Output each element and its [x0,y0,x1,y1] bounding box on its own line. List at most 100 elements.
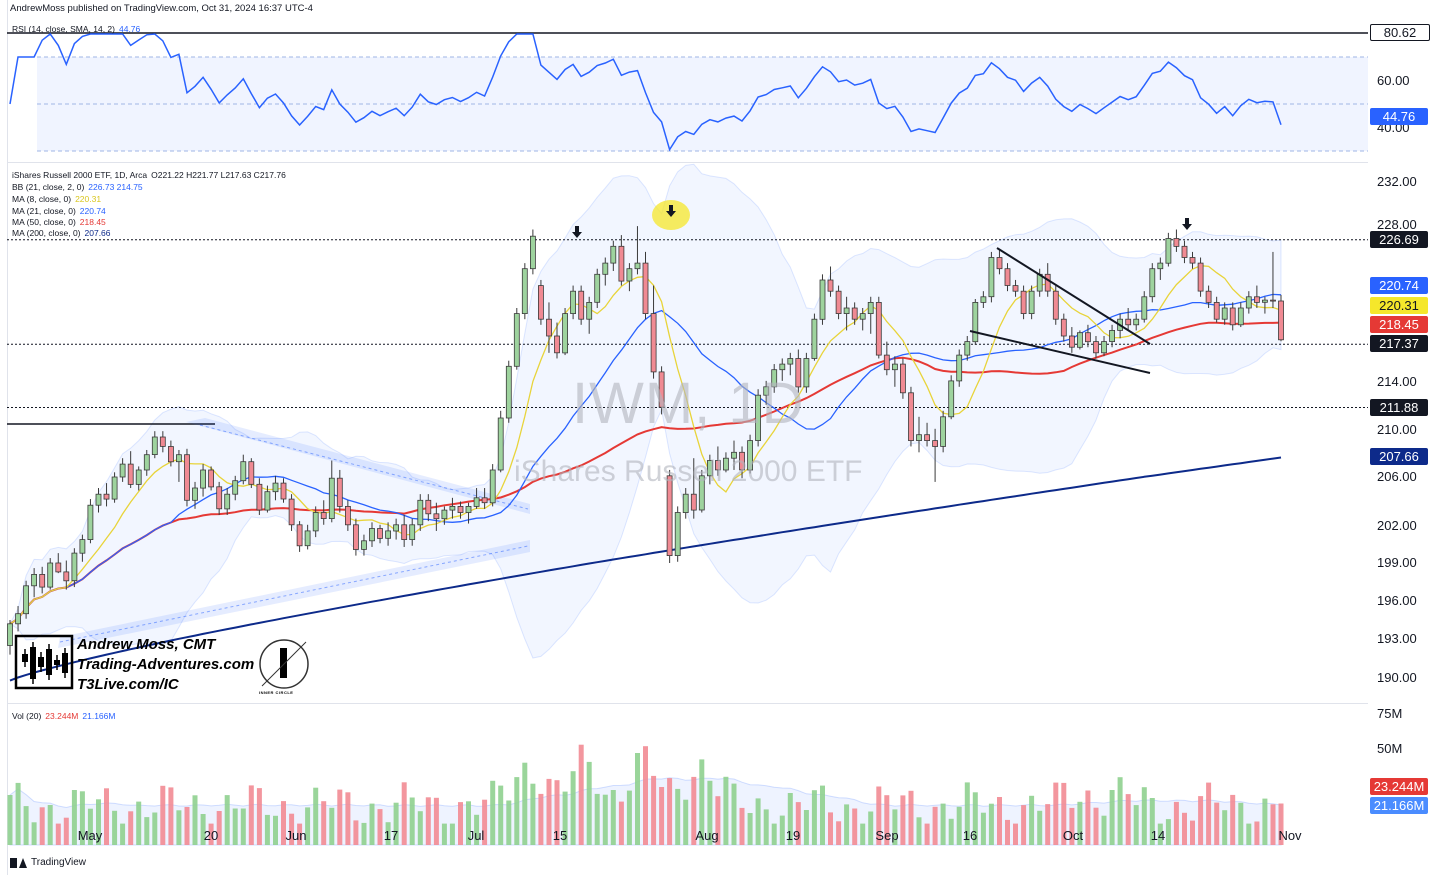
brand-name: Andrew Moss, CMT [77,636,216,653]
volume-bar [168,787,174,845]
candle-body [626,268,633,282]
candle-body [658,371,665,408]
volume-bar [803,810,809,845]
volume-bar [675,788,681,845]
candle-body [1221,307,1228,320]
candle-body [1205,290,1212,303]
volume-bar [112,810,118,845]
candle-body [594,273,601,303]
candle-body [7,623,13,646]
volume-bar [1254,821,1260,845]
tradingview-logo-icon [10,857,27,868]
volume-bar [1021,805,1027,845]
volume-bar [1093,807,1099,845]
date-label: May [77,828,103,843]
candle-body [843,307,850,314]
volume-bar [980,812,986,845]
inner-circle-logo-icon [280,648,287,678]
date-label: 17 [383,828,399,843]
volume-bar [176,810,182,845]
volume-bar [715,796,721,845]
volume-bar [1061,782,1067,845]
footer-text: TradingView [31,857,87,868]
candle-body [530,235,536,270]
volume-bar [1190,820,1195,845]
candle-body [739,451,745,471]
candle-body [618,245,625,282]
volume-bar [538,793,544,845]
candle-body [167,446,174,463]
candle-body [851,307,858,320]
indicator-ma50: MA (50, close, 0) 218.45 [12,217,106,227]
volume-bar [152,812,158,845]
volume-bar [707,780,713,845]
candle-body [1197,262,1204,292]
candle-body [377,528,383,539]
volume-bar [643,746,648,845]
volume-bar [908,790,914,845]
candle-body [964,341,971,356]
candle-body [457,505,464,513]
volume-bar [635,753,640,845]
price-axis-label: 214.00 [1377,374,1417,389]
volume-bar [216,811,222,845]
volume-bar [522,762,528,845]
candle-body [344,505,351,526]
candle-body [795,358,802,388]
volume-bar [651,775,657,845]
volume-bar [1029,795,1035,845]
candle-body [698,475,705,511]
rsi-legend-value: 44.76 [118,24,141,34]
candle-body [1028,290,1035,315]
volume-bar [586,761,592,845]
volume-bar [417,811,423,845]
pane-separator-volume[interactable] [7,703,1368,704]
candle-body [232,480,239,495]
volume-bar [884,795,890,845]
pane-separator-rsi[interactable] [7,162,1368,163]
candle-body [385,530,392,539]
watermark-symbol: IWM, 1D [572,371,805,436]
candle-body [940,416,946,447]
candle-body [1069,335,1075,348]
rsi-legend: RSI (14, close, SMA, 14, 2) 44.76 [12,24,140,34]
candle-body [1141,296,1148,320]
price-axis-label: 210.00 [1377,422,1417,437]
candle-body [1093,341,1099,354]
volume-bar [1077,801,1083,845]
candle-body [803,358,810,388]
date-label: 15 [552,828,568,843]
candle-body [481,497,488,504]
rsi-legend-label: RSI (14, close, SMA, 14, 2) [12,24,115,34]
volume-bar [1133,805,1139,845]
date-label: 19 [785,828,801,843]
candle-body [15,613,22,625]
channel-upper-line [199,424,529,510]
peak-arrow-icon [572,226,582,238]
volume-axis-label: 50M [1377,741,1403,756]
volume-bar [691,776,697,845]
candle-body [586,301,593,320]
volume-bar [63,817,69,845]
date-label: Oct [1062,828,1084,843]
candle-body [425,499,432,515]
indicator-ma200-label: MA (200, close, 0) [12,228,81,238]
volume-bar [747,813,753,845]
volume-bar [297,823,303,845]
volume-bar [490,780,496,845]
candle-body [1101,341,1107,354]
indicator-ma200: MA (200, close, 0) 207.66 [12,228,111,238]
candle-body [352,524,359,550]
candle-body [264,491,271,511]
candle-body [1278,300,1284,341]
volume-bar [313,787,319,845]
volume-bar [120,823,126,845]
candle-body [1125,318,1132,326]
candle-body [972,301,979,343]
indicator-ma200-values: 207.66 [84,228,111,238]
price-legend-ohlc: O221.22 H221.77 L217.63 C217.76 [151,170,286,180]
candle-body [763,386,770,396]
candle-body [988,257,995,298]
candle-body [1020,290,1027,315]
